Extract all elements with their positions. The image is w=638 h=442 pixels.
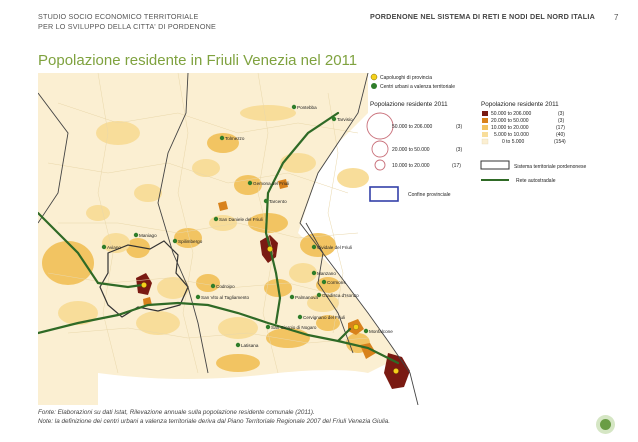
header-right: PORDENONE NEL SISTEMA DI RETI E NODI DEL… — [370, 12, 595, 21]
legend-circle-small — [374, 159, 386, 171]
legend-class-1-label: 50.000 to 206.000 — [491, 111, 532, 117]
label-aviano: Aviano — [107, 245, 121, 250]
legend-circle-medium — [371, 140, 389, 158]
legend-class-3-label: 10.000 to 20.000 — [491, 125, 529, 131]
legend-class-4-count: (40) — [556, 132, 565, 138]
label-gemona: Gemona del Friuli — [253, 181, 289, 186]
legend-circle-1-label: 50.000 to 206.000 — [392, 124, 433, 130]
label-cormons: Cormons — [327, 280, 346, 285]
legend-centro-dot — [371, 83, 377, 89]
legend-class-4-swatch — [482, 132, 488, 137]
page-title: Popolazione residente in Friuli Venezia … — [38, 52, 358, 69]
legend-circle-3-count: (17) — [452, 163, 461, 169]
legend-circle-1-count: (3) — [456, 124, 462, 130]
motorway-a28 — [96, 281, 144, 289]
legend-class-3-count: (17) — [556, 125, 565, 131]
legend: Capoluoghi di provincia Centri urbani a … — [366, 73, 586, 202]
label-spilimbergo: Spilimbergo — [178, 239, 203, 244]
legend-class-5-label: 0 to 5.000 — [502, 139, 524, 145]
source-note: Fonte: Elaborazioni su dati Istat, Rilev… — [38, 409, 390, 426]
municipal-borders — [47, 73, 369, 374]
legend-class-5-count: (154) — [554, 139, 566, 145]
label-gradisca: Gradisca d'Isonzo — [322, 293, 359, 298]
label-san-vito: San Vito al Tagliamento — [201, 295, 250, 300]
legend-class-2-swatch — [482, 118, 488, 123]
label-san-giorgio: San Giorgio di Nogaro — [271, 325, 317, 330]
legend-circle-2-count: (3) — [456, 147, 462, 153]
legend-class-2-count: (3) — [558, 118, 564, 124]
legend-class-4-label: 5.000 to 10.000 — [494, 132, 529, 138]
legend-capoluogo-dot — [370, 73, 378, 81]
source-line2: Note: la definizione dei centri urbani a… — [38, 417, 391, 425]
legend-circle-large — [366, 112, 394, 140]
legend-sistema: Sistema territoriale pordenonese — [514, 164, 586, 170]
city-tolmezzo-area — [218, 201, 228, 211]
source-line1: Fonte: Elaborazioni su dati Istat, Rilev… — [38, 409, 315, 416]
motorway-a23 — [264, 111, 340, 250]
label-tarvisio: Tarvisio — [337, 117, 353, 122]
legend-autostrada: Rete autostradale — [516, 178, 556, 184]
legend-confine: Confine provinciale — [408, 192, 451, 198]
legend-class-1-swatch — [482, 111, 488, 116]
legend-class-5-swatch — [481, 138, 489, 145]
legend-circles-title: Popolazione residente 2011 — [370, 101, 448, 108]
header-left-line1: STUDIO SOCIO ECONOMICO TERRITORIALE — [38, 12, 199, 21]
legend-confine-swatch — [369, 186, 399, 202]
legend-class-3-swatch — [482, 125, 488, 130]
label-monfalcone: Monfalcone — [369, 329, 393, 334]
motorway-udine-palmanova — [268, 246, 282, 325]
label-manzano: Manzano — [317, 271, 336, 276]
provincial-borders — [38, 73, 419, 405]
places: Tarvisio Pontebba Tolmezzo Gemona del Fr… — [101, 104, 393, 348]
label-codroipo: Codroipo — [216, 284, 235, 289]
label-tarcento: Tarcento — [269, 199, 287, 204]
motorway-network — [38, 111, 400, 365]
motorway-a4 — [38, 301, 400, 365]
capoluoghi-dots — [141, 246, 399, 374]
label-tolmezzo: Tolmezzo — [225, 136, 245, 141]
label-pontebba: Pontebba — [297, 105, 317, 110]
legend-circle-2-label: 20.000 to 50.000 — [392, 147, 430, 153]
label-cividale: Cividale del Friuli — [317, 245, 352, 250]
motorway-gorizia — [336, 327, 352, 343]
label-latisana: Latisana — [241, 343, 259, 348]
sea — [98, 363, 418, 405]
footer-dot-icon — [600, 419, 611, 430]
label-maniago: Maniago — [139, 233, 157, 238]
legend-classes-title: Popolazione residente 2011 — [481, 101, 559, 108]
header-left-line2: PER LO SVILUPPO DELLA CITTA' DI PORDENON… — [38, 22, 216, 31]
legend-class-1-count: (3) — [558, 111, 564, 117]
legend-capoluoghi: Capoluoghi di provincia — [380, 75, 432, 81]
city-gemona-area — [278, 179, 288, 189]
legend-sistema-swatch — [480, 160, 510, 170]
label-palmanova: Palmanova — [295, 295, 318, 300]
label-cervignano: Cervignano del Friuli — [303, 315, 345, 320]
legend-circle-3-label: 10.000 to 20.000 — [392, 163, 430, 169]
header-left: STUDIO SOCIO ECONOMICO TERRITORIALE PER … — [38, 12, 216, 32]
map: Tarvisio Pontebba Tolmezzo Gemona del Fr… — [38, 73, 600, 405]
legend-centri: Centri urbani a valenza territoriale — [380, 84, 455, 90]
motorway-west — [38, 211, 100, 285]
map-svg: Tarvisio Pontebba Tolmezzo Gemona del Fr… — [38, 73, 600, 405]
legend-class-2-label: 20.000 to 50.000 — [491, 118, 529, 124]
page-number: 7 — [614, 13, 619, 22]
label-san-daniele: San Daniele del Friuli — [219, 217, 263, 222]
sistema-territoriale-outline — [99, 240, 189, 318]
